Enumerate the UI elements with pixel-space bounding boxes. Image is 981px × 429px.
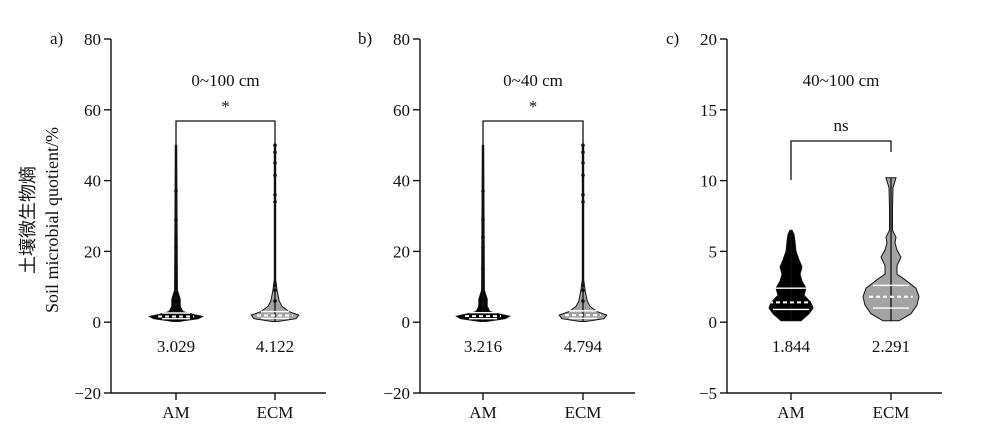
panel-2-outlier-point	[481, 295, 485, 300]
panel-2: b) −20 0 20 40 60 80 AM ECM 0~40 cm 3.216 4.794 *	[358, 29, 635, 422]
panel-1-mean-label: 4.122	[256, 337, 294, 356]
panel-2-y-tick-label: 0	[402, 313, 411, 332]
panel-2-outlier-point	[581, 192, 585, 197]
panel-3-violin-am: 1.844	[768, 229, 814, 356]
panel-2-mean-label: 4.794	[564, 337, 603, 356]
panel-1-y-tick-label: 20	[84, 242, 101, 261]
panel-3-significance-label: ns	[833, 116, 848, 135]
panel-2-outlier-point	[481, 217, 485, 222]
panel-2-outlier-point	[581, 200, 585, 204]
panel-1-outlier-point	[273, 283, 277, 287]
panel-1-outlier-point	[174, 189, 178, 194]
panel-2-y-tick-label: 20	[393, 242, 410, 261]
panel-2-title: 0~40 cm	[503, 71, 563, 90]
panel-2-outlier-point	[581, 299, 585, 303]
panel-3-x-tick-label: ECM	[873, 403, 910, 422]
panel-1-y-tick-label: 80	[84, 30, 101, 49]
panel-2-significance-bracket	[482, 120, 584, 150]
panel-1-outlier-point	[273, 200, 277, 204]
panel-2-y-tick-label: 80	[393, 30, 410, 49]
panel-2-significance-label: *	[529, 97, 538, 116]
panel-1-outlier-point	[273, 143, 277, 147]
panel-3-y-tick-label: 10	[700, 172, 717, 191]
panel-1-outlier-point	[174, 267, 178, 271]
panel-2-outlier-point	[481, 288, 485, 293]
panel-1-outlier-point	[174, 288, 178, 293]
panel-1-violin-ecm: 4.122	[250, 143, 300, 356]
panel-1-outlier-point	[174, 302, 178, 307]
panel-1-x-tick-label: ECM	[257, 403, 294, 422]
panel-1-y-tick-label: 60	[84, 101, 101, 120]
panel-2-outlier-point	[581, 161, 585, 165]
panel-1-outlier-point	[174, 281, 178, 286]
panel-3-violin-ecm: 2.291	[862, 177, 920, 356]
panel-1-significance-bracket	[175, 120, 276, 150]
panel-2-y-tick-label: −20	[383, 384, 410, 403]
panel-1-outlier-point	[174, 217, 178, 222]
panel-3-y-tick-label: 20	[700, 30, 717, 49]
panel-1-y-tick-label: 40	[84, 172, 101, 191]
panel-2-outlier-point	[581, 288, 585, 293]
panel-1-outlier-point	[273, 173, 277, 178]
panel-2-x-tick-label: ECM	[565, 403, 602, 422]
panel-2-violin-ecm: 4.794	[558, 143, 608, 356]
panel-1-y-tick-label: 0	[93, 313, 102, 332]
panel-3-x-tick-label: AM	[777, 403, 804, 422]
panel-2-outlier-point	[481, 267, 485, 271]
panel-1-violin-am: 3.029	[147, 144, 205, 356]
panel-3-y-tick-label: 0	[709, 313, 718, 332]
y-axis-title-cn: 土壤微生物熵	[18, 166, 38, 274]
panel-1-x-tick-label: AM	[162, 403, 189, 422]
panel-1-title: 0~100 cm	[191, 71, 259, 90]
panel-2-outlier-point	[481, 189, 485, 194]
panel-1-letter: a)	[50, 29, 63, 48]
panel-1-mean-label: 3.029	[157, 337, 195, 356]
panel-2-outlier-point	[481, 281, 485, 286]
panel-1-outlier-point	[174, 235, 178, 240]
y-axis-title: 土壤微生物熵 Soil microbial quotient/%	[18, 127, 62, 313]
panel-1-outlier-point	[273, 288, 277, 293]
panel-2-outlier-point	[581, 173, 585, 178]
panel-1-y-tick-label: −20	[74, 384, 101, 403]
panel-1-outlier-point	[273, 299, 277, 303]
panel-1-significance-label: *	[221, 97, 230, 116]
panel-1-outlier-point	[273, 161, 277, 165]
panel-2-letter: b)	[358, 29, 372, 48]
panel-3: c) −5 0 5 10 15 20 AM ECM 40~100 cm 1.844 2.291 ns	[666, 29, 942, 422]
panel-2-outlier-point	[481, 235, 485, 240]
panel-1-outlier-point	[273, 192, 277, 197]
panel-2-y-tick-label: 40	[393, 172, 410, 191]
panel-1-outlier-point	[174, 295, 178, 300]
panel-2-y-tick-label: 60	[393, 101, 410, 120]
panel-3-significance-bracket	[790, 140, 892, 180]
panel-2-violin-am: 3.216	[455, 144, 511, 356]
panel-3-y-tick-label: 5	[709, 242, 718, 261]
panel-2-outlier-point	[581, 150, 585, 155]
panel-2-outlier-point	[481, 246, 485, 250]
panel-2-outlier-point	[581, 283, 585, 287]
panel-3-title: 40~100 cm	[803, 71, 880, 90]
panel-3-mean-label: 1.844	[772, 337, 811, 356]
panel-3-y-tick-label: −5	[699, 384, 717, 403]
panel-3-mean-label: 2.291	[872, 337, 910, 356]
panel-2-x-tick-label: AM	[469, 403, 496, 422]
panel-1-outlier-point	[273, 150, 277, 155]
panel-3-y-tick-label: 15	[700, 101, 717, 120]
y-axis-title-en: Soil microbial quotient/%	[42, 127, 62, 313]
panel-2-outlier-point	[581, 143, 585, 147]
panel-3-letter: c)	[666, 29, 679, 48]
panel-2-mean-label: 3.216	[464, 337, 502, 356]
panel-1: a) −20 0 20 40 60 80 AM ECM 0~100 cm 3.029 4.122 *	[50, 29, 326, 422]
panel-1-outlier-point	[174, 246, 178, 250]
panel-2-outlier-point	[481, 302, 485, 307]
